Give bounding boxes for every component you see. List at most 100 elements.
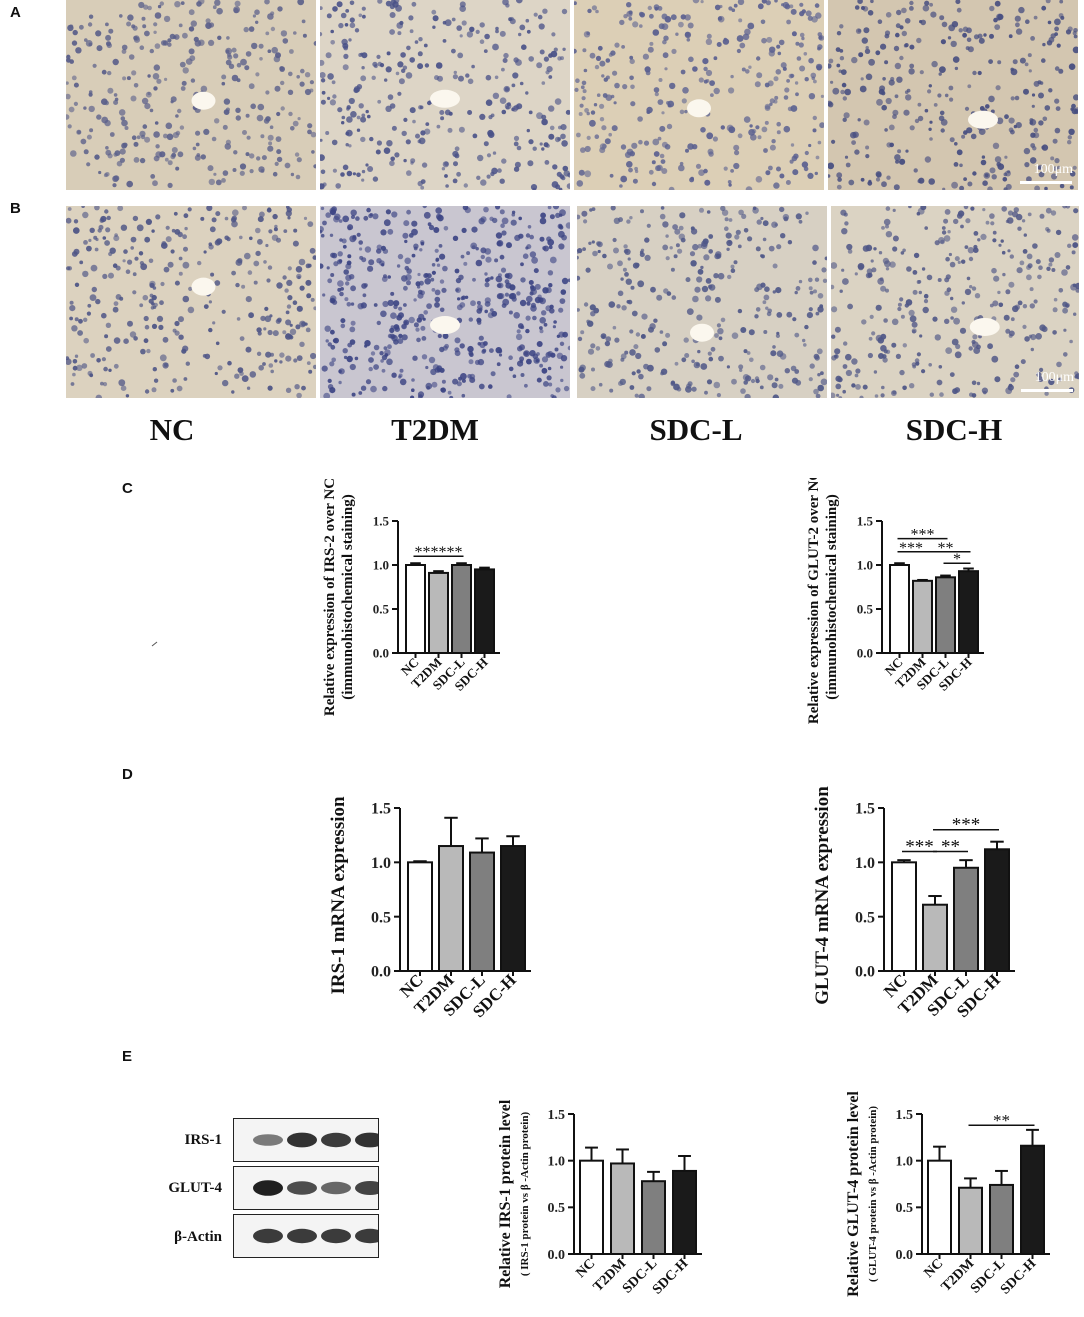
bar-C1-nc [405,564,426,654]
blot-bands-beta-actin [253,1228,378,1244]
micrograph-a-sdc-h: 100μm [828,0,1078,190]
y-tick-label-E1-3: 1.5 [548,1108,566,1123]
group-label-nc: NC [149,412,195,447]
y-tick-label-C2-2: 1.0 [857,558,873,573]
bar-E1-t2dm [610,1162,635,1255]
blot-band-2-1 [287,1228,317,1244]
x-tick-label-E2-0: NC [921,1256,946,1281]
sig-label-D2-0: *** [952,815,981,836]
scale-bar-b [1021,389,1073,392]
y-tick-label-E1-1: 0.5 [548,1201,566,1216]
y-label-secondary-C2: (immunohistochemical staining) [824,494,840,699]
blot-band-1-1 [287,1181,317,1195]
x-tick-label-E1-0: NC [573,1256,598,1281]
y-tick-label-E1-0: 0.0 [548,1248,566,1263]
bar-C2-sdc-h [958,570,979,654]
y-label-D2: GLUT-4 mRNA expression [812,786,833,1005]
sig-label-C2-3: * [953,551,961,568]
y-label-E1: Relative IRS-1 protein level [497,1099,514,1288]
micrograph-b-sdc-l-nuclei [577,206,827,398]
y-tick-label-D1-1: 0.5 [371,909,391,926]
y-tick-label-E2-2: 1.0 [896,1155,914,1170]
sig-label-C1-0: ****** [415,544,463,561]
bar-C2-t2dm [912,579,933,654]
y-label-E2: Relative GLUT-4 protein level [845,1091,862,1297]
bar-D1-sdc-h [500,845,526,972]
bar-D2-nc [891,861,917,972]
y-tick-label-D2-0: 0.0 [855,964,875,981]
chart-glut2-ihc: 0.0 0.5 1.0 1.5 Relative expression of GLUT-… [806,478,984,724]
blot-strip-glut4 [233,1166,379,1210]
micrograph-a-nc [66,0,316,190]
bar-D1-sdc-l [469,851,495,972]
y-tick-label-D2-3: 1.5 [855,801,875,818]
blot-band-0-0 [253,1134,283,1146]
panel-letter-a: A [10,4,21,21]
panel-letter-c: C [122,480,133,497]
y-label-C1: Relative expression of IRS-2 over NC [322,478,338,716]
sig-label-E2-0: ** [993,1111,1010,1130]
blot-band-1-0 [253,1180,283,1196]
y-label-secondary-C1: (immunohistochemical staining) [340,494,356,699]
micrograph-a-t2dm-nuclei [320,0,570,190]
sig-label-D2-1: *** [905,836,934,857]
bar-E1-nc [579,1159,604,1255]
bar-E2-sdc-l [989,1183,1014,1255]
sig-label-C2-2: ** [938,540,954,557]
bar-E2-sdc-h [1020,1144,1045,1255]
y-label-D1: IRS-1 mRNA expression [328,796,349,995]
y-tick-label-C1-0: 0.0 [373,646,389,661]
micrograph-b-sdc-l [577,206,827,398]
bar-E2-nc [927,1159,952,1255]
blot-label-irs1: IRS-1 [184,1132,222,1148]
y-tick-label-C2-0: 0.0 [857,646,873,661]
chart-irs2-ihc: 0.0 0.5 1.0 1.5 Relative expression of IRS-2… [322,478,500,716]
blot-band-2-0 [253,1228,283,1244]
bar-E1-sdc-l [641,1180,666,1255]
micrograph-b-t2dm [320,206,570,398]
panel-letter-e: E [122,1048,133,1065]
y-tick-label-D1-0: 0.0 [371,964,391,981]
blot-band-0-2 [321,1132,351,1148]
blot-band-1-3 [355,1181,378,1195]
blot-band-1-2 [321,1181,351,1195]
scale-bar-a [1020,181,1072,184]
bar-C1-sdc-l [451,564,472,654]
y-tick-label-C2-3: 1.5 [857,514,874,529]
panel-letter-b: B [10,200,21,217]
blot-band-2-3 [355,1228,378,1244]
y-tick-label-E2-3: 1.5 [896,1108,914,1123]
bar-D2-sdc-l [953,866,979,972]
y-tick-label-E2-0: 0.0 [896,1248,914,1263]
micrograph-b-sdc-h-nuclei [831,206,1079,398]
y-tick-label-D1-3: 1.5 [371,801,391,818]
blot-strip-beta-actin [233,1214,379,1258]
y-tick-label-D2-1: 0.5 [855,909,875,926]
micrograph-b-sdc-h: 100μm [831,206,1079,398]
group-label-sdc-l: SDC-L [649,412,743,447]
micrograph-a-nc-nuclei [66,0,316,188]
sig-label-D2-2: ** [941,836,960,857]
scale-bar-label-b: 100μm [1034,370,1074,385]
bar-D1-t2dm [438,845,464,972]
y-tick-label-D2-2: 1.0 [855,855,875,872]
bar-C1-sdc-h [474,568,495,654]
blot-band-0-1 [287,1132,317,1148]
x-tick-label-E2-3: SDC-H [998,1256,1039,1297]
blot-label-glut4: GLUT-4 [168,1180,222,1196]
blot-strip-irs1 [233,1118,379,1162]
micrograph-a-t2dm [320,0,570,190]
micrograph-a-sdc-l [574,0,824,190]
sig-label-C2-1: *** [899,540,923,557]
chart-irs1-protein: 0.0 0.5 1.0 1.5 Relative IRS-1 protein level… [497,1099,702,1298]
bar-E1-sdc-h [672,1169,697,1255]
y-tick-label-E1-2: 1.0 [548,1155,566,1170]
group-label-t2dm: T2DM [391,412,479,447]
bar-C2-sdc-l [935,576,956,654]
bar-C1-t2dm [428,571,449,654]
bar-D2-t2dm [922,903,948,972]
panel-letter-d: D [122,766,133,783]
micrograph-b-nc [66,206,316,398]
bar-D1-nc [407,861,433,972]
